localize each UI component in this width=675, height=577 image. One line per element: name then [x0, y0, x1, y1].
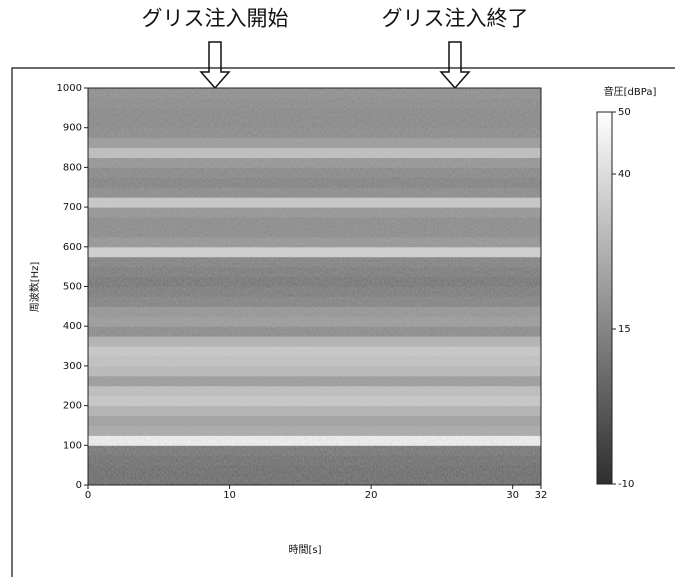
colorbar-tick-label: 40	[618, 169, 631, 180]
colorbar-tick-label: 50	[618, 107, 631, 118]
y-tick-label: 300	[63, 361, 82, 372]
y-tick-label: 400	[63, 321, 82, 332]
y-tick-label: 100	[63, 440, 82, 451]
chart: グリス注入開始 グリス注入終了 周波数[Hz] 時間[s] 音圧[dBPa] 0…	[0, 0, 675, 577]
x-axis-label: 時間[s]	[288, 544, 321, 556]
x-tick-label: 30	[506, 490, 519, 501]
annotation: グリス注入開始	[142, 7, 289, 31]
x-tick-label: 32	[535, 490, 548, 501]
y-tick-label: 1000	[57, 83, 82, 94]
x-tick-label: 20	[365, 490, 378, 501]
y-tick-label: 200	[63, 401, 82, 412]
noise	[88, 88, 541, 485]
colorbar-label: 音圧[dBPa]	[604, 85, 657, 98]
y-tick-label: 500	[63, 282, 82, 293]
y-tick-label: 800	[63, 162, 82, 173]
arrow	[201, 42, 229, 88]
arrow	[441, 42, 469, 88]
y-tick-label: 600	[63, 242, 82, 253]
colorbar-tick-label: 15	[618, 324, 631, 335]
x-tick-label: 10	[223, 490, 236, 501]
y-tick-label: 700	[63, 202, 82, 213]
y-tick-label: 900	[63, 123, 82, 134]
y-axis-label: 周波数[Hz]	[28, 262, 41, 313]
y-tick-label: 0	[76, 480, 82, 491]
colorbar	[597, 112, 612, 484]
x-tick-label: 0	[85, 490, 91, 501]
colorbar-tick-label: -10	[618, 479, 634, 490]
annotation: グリス注入終了	[382, 7, 529, 31]
